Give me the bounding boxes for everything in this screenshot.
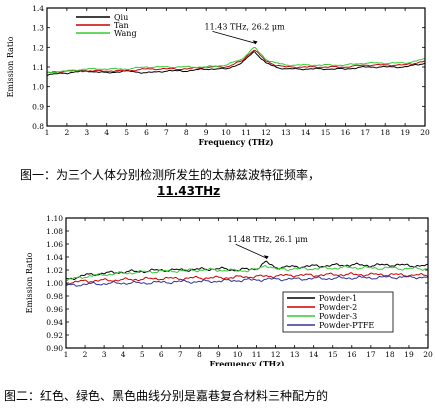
y-tick-label: 1.1 <box>32 63 44 72</box>
x-tick-label: 16 <box>341 128 351 137</box>
x-tick-label: 3 <box>102 350 107 359</box>
x-tick-label: 6 <box>144 128 149 137</box>
y-tick-label: 0.90 <box>46 344 63 353</box>
x-tick-label: 8 <box>197 350 202 359</box>
x-tick-label: 13 <box>290 350 300 359</box>
x-tick-label: 17 <box>366 350 376 359</box>
x-tick-label: 4 <box>121 350 126 359</box>
y-tick-label: 1.0 <box>32 83 44 92</box>
y-tick-label: 0.8 <box>32 122 44 131</box>
peak-annotation: 11.48 THz, 26.1 μm <box>228 235 309 244</box>
x-tick-label: 15 <box>321 128 331 137</box>
series-line-qiu <box>46 51 426 77</box>
x-tick-label: 12 <box>261 128 271 137</box>
x-tick-label: 19 <box>400 128 410 137</box>
annotation-arrow-head <box>252 40 258 45</box>
x-tick-label: 14 <box>301 128 311 137</box>
x-tick-label: 11 <box>241 128 251 137</box>
x-tick-label: 5 <box>140 350 145 359</box>
series-line-wang <box>46 46 426 74</box>
x-tick-label: 9 <box>216 350 221 359</box>
y-tick-label: 0.92 <box>46 331 63 340</box>
x-tick-label: 10 <box>233 350 243 359</box>
x-tick-label: 18 <box>380 128 390 137</box>
y-tick-label: 1.4 <box>32 4 44 13</box>
annotation-arrow <box>212 30 256 44</box>
x-tick-label: 14 <box>309 350 319 359</box>
x-tick-label: 16 <box>347 350 357 359</box>
y-axis-label: Emission Ratio <box>6 36 15 97</box>
legend-label-tan: Tan <box>114 21 129 30</box>
figure-1-caption-line1: 图一：为三个人体分别检测所发生的太赫兹波特征频率， <box>20 168 321 182</box>
y-tick-label: 1.08 <box>46 227 63 236</box>
x-tick-label: 2 <box>65 128 70 137</box>
y-axis-label: Emission Ratio <box>25 252 34 313</box>
series-line-powder-3 <box>65 265 429 282</box>
y-tick-label: 1.02 <box>46 266 63 275</box>
x-tick-label: 12 <box>271 350 281 359</box>
series-line-powder-ptfe <box>65 275 429 287</box>
x-tick-label: 6 <box>159 350 164 359</box>
x-tick-label: 1 <box>45 128 50 137</box>
x-tick-label: 13 <box>281 128 291 137</box>
y-tick-label: 0.98 <box>46 292 63 301</box>
x-axis-label: Frequency (THz) <box>198 137 273 147</box>
series-line-powder-1 <box>65 260 429 280</box>
legend-label-qiu: Qiu <box>114 13 128 22</box>
x-tick-label: 5 <box>124 128 129 137</box>
legend-label-powder-1: Powder-1 <box>319 294 357 303</box>
x-tick-label: 7 <box>178 350 183 359</box>
x-axis-label: Frequency (THz) <box>209 359 284 366</box>
x-tick-label: 19 <box>404 350 414 359</box>
x-tick-label: 15 <box>328 350 338 359</box>
legend-label-powder-ptfe: Powder-PTFE <box>319 321 374 330</box>
annotation-arrow-head <box>263 255 269 260</box>
x-tick-label: 7 <box>164 128 169 137</box>
series-line-tan <box>46 49 426 74</box>
x-tick-label: 18 <box>385 350 395 359</box>
x-tick-label: 4 <box>104 128 109 137</box>
x-tick-label: 2 <box>83 350 88 359</box>
figure-1-caption-line2: 11.43THz <box>157 184 221 198</box>
x-tick-label: 17 <box>361 128 371 137</box>
y-tick-label: 1.06 <box>46 240 63 249</box>
y-tick-label: 0.9 <box>32 102 44 111</box>
x-tick-label: 10 <box>221 128 231 137</box>
y-tick-label: 1.04 <box>46 253 63 262</box>
y-tick-label: 1.2 <box>32 43 44 52</box>
chart-2: 1 2 3 4 5 6 7 8 9 10 11 12 13 14 15 16 17 18 19 200.900.920… <box>25 214 433 366</box>
x-tick-label: 11 <box>252 350 262 359</box>
legend-label-powder-3: Powder-3 <box>319 312 357 321</box>
annotation-arrow <box>235 243 267 259</box>
figure-2-caption-line1: 图二：红色、绿色、黑色曲线分别是嘉巷复合材料三种配方的 <box>4 389 329 403</box>
peak-annotation: 11.43 THz, 26.2 μm <box>205 22 286 31</box>
legend-label-powder-2: Powder-2 <box>319 303 357 312</box>
y-tick-label: 1.3 <box>32 24 44 33</box>
x-tick-label: 20 <box>420 128 430 137</box>
y-tick-label: 1.00 <box>46 279 63 288</box>
y-tick-label: 1.10 <box>46 214 63 223</box>
x-tick-label: 3 <box>84 128 89 137</box>
chart-1: 1 2 3 4 5 6 7 8 9 10 11 12 13 14 15 16 17 18 19 200.80.91.0… <box>6 4 430 147</box>
x-tick-label: 8 <box>184 128 189 137</box>
y-tick-label: 0.94 <box>46 318 63 327</box>
series-line-powder-2 <box>65 272 429 286</box>
legend-label-wang: Wang <box>114 29 137 38</box>
x-tick-label: 1 <box>64 350 69 359</box>
x-tick-label: 20 <box>423 350 433 359</box>
x-tick-label: 9 <box>204 128 209 137</box>
y-tick-label: 0.96 <box>46 305 63 314</box>
